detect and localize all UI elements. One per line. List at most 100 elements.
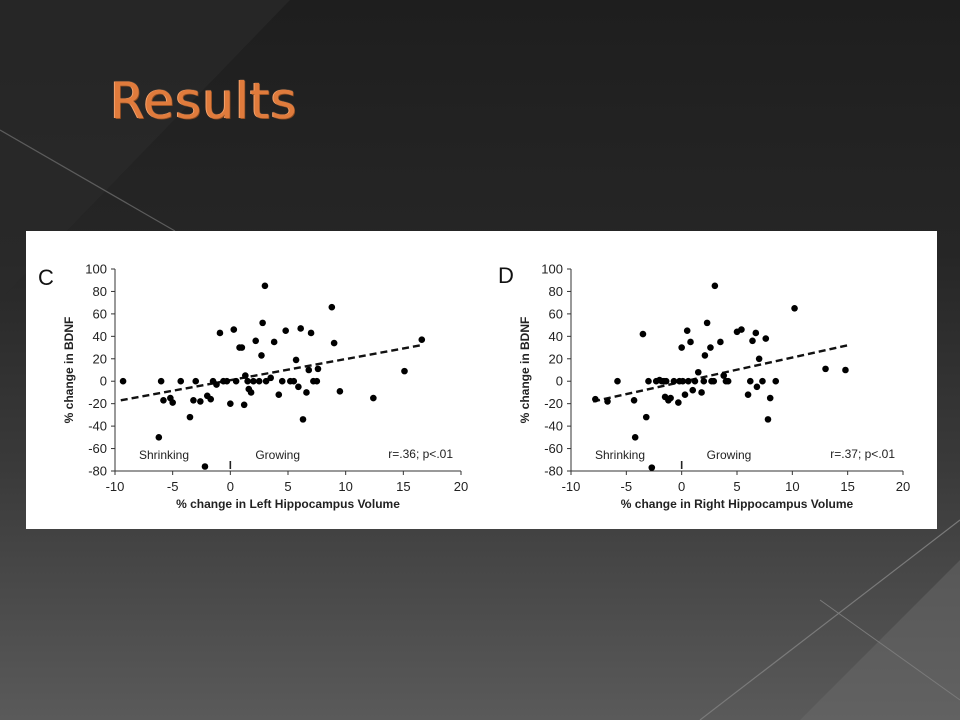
data-point xyxy=(698,389,705,396)
data-point xyxy=(604,398,611,405)
data-point xyxy=(772,377,780,385)
data-point xyxy=(670,377,678,385)
data-point xyxy=(689,386,697,394)
data-point xyxy=(297,325,304,332)
background-diagonal-line-bottom-2 xyxy=(819,599,960,701)
x-tick-label: 20 xyxy=(896,479,910,494)
data-point xyxy=(418,336,426,343)
data-point xyxy=(791,304,798,312)
growing-annotation: Growing xyxy=(707,448,752,462)
data-point xyxy=(201,463,209,470)
data-point xyxy=(157,377,165,385)
data-point xyxy=(307,329,315,337)
y-tick-label: -80 xyxy=(544,464,563,479)
data-point xyxy=(724,377,732,385)
data-point xyxy=(223,377,231,385)
data-point xyxy=(703,319,711,327)
background-shape-top-left xyxy=(0,0,290,300)
data-point xyxy=(755,355,763,363)
data-point xyxy=(645,377,652,385)
y-tick-label: 0 xyxy=(100,374,107,389)
panel-letter: C xyxy=(38,265,54,290)
data-point xyxy=(744,391,752,398)
y-tick-label: -20 xyxy=(88,396,107,411)
data-point xyxy=(278,377,286,385)
data-point xyxy=(295,383,302,391)
data-point xyxy=(639,330,647,338)
y-tick-label: 100 xyxy=(541,262,563,277)
x-tick-label: 0 xyxy=(678,479,685,494)
x-axis-label: % change in Right Hippocampus Volume xyxy=(621,497,854,511)
data-point xyxy=(710,377,718,385)
y-tick-label: 100 xyxy=(85,262,107,277)
x-tick-label: 10 xyxy=(785,479,799,494)
x-tick-label: 5 xyxy=(733,479,740,494)
y-tick-label: 60 xyxy=(93,306,107,321)
trend-line xyxy=(120,344,421,402)
data-point xyxy=(313,377,321,385)
data-point xyxy=(259,319,266,327)
y-tick-label: 60 xyxy=(549,306,563,321)
data-point xyxy=(630,397,638,404)
data-point xyxy=(687,338,694,346)
data-point xyxy=(752,329,760,337)
data-point xyxy=(766,394,774,402)
background-diagonal-line-left xyxy=(0,129,176,232)
y-tick-label: 20 xyxy=(93,351,107,366)
x-tick-label: 0 xyxy=(227,479,234,494)
data-point xyxy=(759,377,766,385)
data-point xyxy=(753,383,761,391)
data-point xyxy=(207,395,215,403)
data-point xyxy=(275,391,283,398)
data-point xyxy=(401,367,408,375)
stats-annotation: r=.36; p<.01 xyxy=(388,447,453,461)
figure-panel: C -80 -60 -40 -20 0 20 40 60 80 100 -10 -5 0 5 10 15 20% … xyxy=(26,231,937,529)
data-point xyxy=(738,326,745,333)
data-point xyxy=(707,344,714,351)
x-tick-label: -5 xyxy=(621,479,633,494)
data-point xyxy=(177,377,185,385)
x-tick-label: 20 xyxy=(454,479,468,494)
data-point xyxy=(244,377,251,385)
data-point xyxy=(592,395,599,403)
growing-annotation: Growing xyxy=(255,448,300,462)
data-point xyxy=(701,352,709,359)
y-tick-label: -60 xyxy=(544,441,563,456)
data-point xyxy=(290,377,298,385)
x-tick-label: 15 xyxy=(396,479,410,494)
data-point xyxy=(642,413,650,421)
data-point xyxy=(678,344,685,351)
data-point xyxy=(282,327,289,335)
data-point xyxy=(230,326,238,333)
data-point xyxy=(328,303,336,311)
y-tick-label: 80 xyxy=(549,284,563,299)
data-point xyxy=(238,344,246,351)
y-axis-label: % change in BDNF xyxy=(62,317,76,424)
data-point xyxy=(631,434,639,441)
data-point xyxy=(155,434,163,441)
data-point xyxy=(213,381,220,388)
data-point xyxy=(216,329,224,337)
data-point xyxy=(681,391,689,398)
data-point xyxy=(160,397,167,404)
data-point xyxy=(691,377,699,385)
data-point xyxy=(762,335,770,342)
data-point xyxy=(667,394,674,402)
y-tick-label: 0 xyxy=(556,374,563,389)
data-point xyxy=(720,372,728,379)
data-point xyxy=(119,377,127,385)
y-tick-label: -80 xyxy=(88,464,107,479)
data-point xyxy=(192,377,200,385)
data-point xyxy=(700,377,708,385)
data-point xyxy=(240,401,248,409)
y-tick-label: -40 xyxy=(544,419,563,434)
data-point xyxy=(292,356,300,364)
shrinking-annotation: Shrinking xyxy=(139,448,189,462)
x-tick-label: 10 xyxy=(338,479,352,494)
data-point xyxy=(303,389,310,396)
trend-line xyxy=(592,344,848,403)
data-point xyxy=(683,327,691,335)
data-point xyxy=(267,374,274,382)
